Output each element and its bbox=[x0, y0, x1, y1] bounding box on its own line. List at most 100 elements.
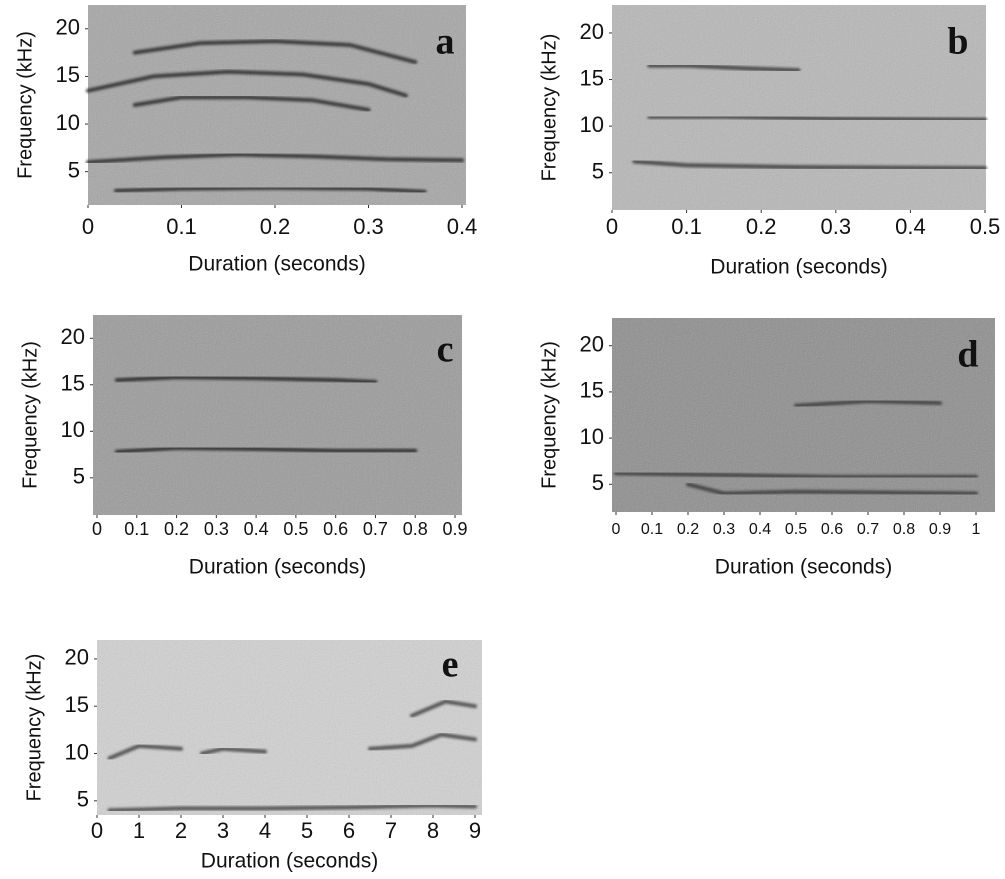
x-tick-label: 0 bbox=[82, 214, 94, 239]
x-tick-label: 0.3 bbox=[204, 519, 229, 539]
harmonic-trace bbox=[107, 743, 183, 761]
x-tick-label: 7 bbox=[385, 818, 397, 843]
harmonic-trace bbox=[632, 159, 987, 171]
y-tick-label: 15 bbox=[61, 371, 85, 396]
x-tick-label: 0.9 bbox=[442, 519, 467, 539]
panel-letter: a bbox=[436, 21, 455, 63]
y-tick-label: 15 bbox=[65, 692, 89, 717]
y-tick-label: 10 bbox=[56, 110, 80, 135]
x-tick-label: 0.4 bbox=[244, 519, 269, 539]
y-axis-label: Frequency (kHz) bbox=[538, 341, 560, 489]
x-tick-label: 0.3 bbox=[821, 214, 852, 239]
y-tick-label: 20 bbox=[56, 15, 80, 40]
y-tick-label: 5 bbox=[68, 157, 80, 182]
x-tick-label: 0.1 bbox=[124, 519, 149, 539]
harmonic-trace bbox=[686, 482, 978, 496]
x-tick-label: 0.2 bbox=[677, 521, 699, 538]
x-tick-label: 0 bbox=[606, 214, 618, 239]
y-tick-label: 10 bbox=[61, 417, 85, 442]
x-tick-label: 0.7 bbox=[857, 521, 879, 538]
y-tick-label: 20 bbox=[65, 645, 89, 670]
x-tick-label: 0.8 bbox=[403, 519, 428, 539]
x-tick-label: 0.4 bbox=[749, 521, 771, 538]
harmonic-trace bbox=[114, 445, 418, 454]
panel-letter: e bbox=[442, 644, 459, 686]
y-tick-label: 5 bbox=[73, 464, 85, 489]
x-tick-label: 1 bbox=[972, 521, 981, 538]
x-tick-label: 0.5 bbox=[970, 214, 1001, 239]
x-tick-label: 6 bbox=[343, 818, 355, 843]
x-tick-label: 0.9 bbox=[929, 521, 951, 538]
spectrogram-noise bbox=[88, 5, 466, 205]
x-tick-label: 0.2 bbox=[260, 214, 291, 239]
x-tick-label: 8 bbox=[427, 818, 439, 843]
y-axis-label: Frequency (kHz) bbox=[14, 31, 36, 179]
harmonic-trace bbox=[614, 471, 978, 479]
x-tick-label: 9 bbox=[469, 818, 481, 843]
x-tick-label: 0.7 bbox=[363, 519, 388, 539]
harmonic-trace bbox=[200, 746, 267, 756]
x-tick-label: 0.2 bbox=[746, 214, 777, 239]
y-axis-label: Frequency (kHz) bbox=[19, 341, 41, 489]
harmonic-trace bbox=[107, 803, 477, 813]
harmonic-trace bbox=[114, 375, 378, 384]
x-tick-label: 0.4 bbox=[447, 214, 478, 239]
y-axis-label: Frequency (kHz) bbox=[23, 654, 45, 802]
panel-letter: c bbox=[437, 329, 454, 371]
x-tick-label: 4 bbox=[259, 818, 271, 843]
y-tick-label: 10 bbox=[580, 424, 604, 449]
x-tick-label: 0.5 bbox=[785, 521, 807, 538]
y-axis-label: Frequency (kHz) bbox=[538, 34, 560, 182]
x-tick-label: 0.1 bbox=[671, 214, 702, 239]
x-tick-label: 5 bbox=[301, 818, 313, 843]
x-axis-label: Duration (seconds) bbox=[715, 556, 892, 579]
y-tick-label: 15 bbox=[580, 378, 604, 403]
x-tick-label: 0 bbox=[92, 519, 102, 539]
x-axis-label: Duration (seconds) bbox=[189, 556, 366, 579]
x-tick-label: 0.6 bbox=[821, 521, 843, 538]
harmonic-trace bbox=[132, 39, 418, 65]
harmonic-trace bbox=[647, 63, 801, 73]
panel-letter: d bbox=[957, 334, 978, 376]
y-tick-label: 20 bbox=[580, 332, 604, 357]
x-tick-label: 0.3 bbox=[713, 521, 735, 538]
x-tick-label: 0.5 bbox=[283, 519, 308, 539]
spectrogram-noise bbox=[612, 5, 986, 210]
y-tick-label: 5 bbox=[592, 159, 604, 184]
y-tick-label: 10 bbox=[580, 112, 604, 137]
y-tick-label: 10 bbox=[65, 739, 89, 764]
x-axis-label: Duration (seconds) bbox=[188, 253, 365, 276]
x-tick-label: 2 bbox=[175, 818, 187, 843]
spectrogram-noise bbox=[97, 640, 482, 815]
x-tick-label: 0 bbox=[612, 521, 621, 538]
y-tick-label: 15 bbox=[580, 65, 604, 90]
harmonic-trace bbox=[132, 95, 371, 112]
x-tick-label: 0.8 bbox=[893, 521, 915, 538]
x-tick-label: 1 bbox=[133, 818, 145, 843]
x-tick-label: 3 bbox=[217, 818, 229, 843]
spectrogram-noise bbox=[93, 315, 462, 515]
harmonic-trace bbox=[368, 732, 477, 751]
harmonic-trace bbox=[86, 152, 464, 165]
x-tick-label: 0.3 bbox=[353, 214, 384, 239]
harmonic-trace bbox=[794, 399, 942, 408]
spectrogram-noise bbox=[612, 318, 995, 512]
x-tick-label: 0 bbox=[91, 818, 103, 843]
y-tick-label: 5 bbox=[77, 787, 89, 812]
panel-letter: b bbox=[947, 21, 968, 63]
x-tick-label: 0.1 bbox=[641, 521, 663, 538]
x-tick-label: 0.1 bbox=[166, 214, 197, 239]
harmonic-trace bbox=[86, 69, 408, 98]
harmonic-trace bbox=[114, 185, 427, 194]
x-tick-label: 0.2 bbox=[164, 519, 189, 539]
y-tick-label: 15 bbox=[56, 62, 80, 87]
x-tick-label: 0.4 bbox=[895, 214, 926, 239]
y-tick-label: 20 bbox=[580, 19, 604, 44]
harmonic-trace bbox=[647, 114, 987, 122]
harmonic-trace bbox=[410, 699, 477, 718]
x-axis-label: Duration (seconds) bbox=[201, 850, 378, 873]
y-tick-label: 20 bbox=[61, 324, 85, 349]
y-tick-label: 5 bbox=[592, 470, 604, 495]
x-tick-label: 0.6 bbox=[323, 519, 348, 539]
